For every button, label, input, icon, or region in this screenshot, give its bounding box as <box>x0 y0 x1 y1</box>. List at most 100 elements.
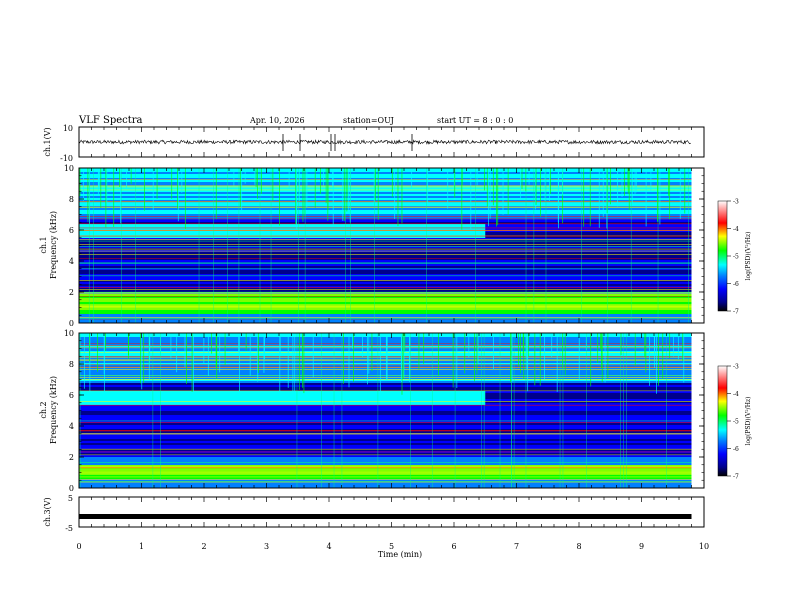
spec-band <box>79 298 692 300</box>
spec-row <box>79 246 704 248</box>
spec-band <box>79 391 486 393</box>
spec-row <box>79 407 704 409</box>
spec2-yaxis: 0 2 4 6 8 10 <box>64 329 704 493</box>
spec-row <box>79 286 704 288</box>
ch1-ytick-top: 10 <box>63 124 73 133</box>
spec-band <box>79 302 692 304</box>
spec-row <box>79 244 704 246</box>
x-tick-label: 5 <box>389 542 394 551</box>
x-tick-labels: 0 1 2 3 4 5 6 7 8 9 10 <box>76 542 709 551</box>
spec-row <box>79 282 704 284</box>
colorbar-tick-label: -6 <box>733 446 739 453</box>
spec-row <box>79 212 704 214</box>
colorbar-tick-label: -5 <box>733 254 739 261</box>
spec-row <box>79 441 704 443</box>
spec-row <box>79 264 704 266</box>
spec-band <box>79 224 486 226</box>
ch1-trace-path <box>78 139 691 145</box>
colorbar-tick-label: -3 <box>733 199 739 206</box>
spec-row <box>79 180 704 182</box>
y-tick-label: 8 <box>69 360 74 369</box>
x-tick-label: 0 <box>76 542 81 551</box>
x-tick-label: 9 <box>639 542 644 551</box>
colorbar1-label: log(PSD)(V²/Hz) <box>745 232 752 281</box>
colorbar-tick-label: -3 <box>733 364 739 371</box>
spec-row <box>79 316 704 318</box>
spec-row <box>79 256 704 258</box>
spec-band <box>79 234 486 236</box>
spec-row <box>79 459 704 461</box>
colorbar2-label: log(PSD)(V²/Hz) <box>745 397 752 446</box>
start-time-label: start UT = 8 : 0 : 0 <box>437 116 513 125</box>
y-tick-label: 4 <box>69 257 74 266</box>
spec-band <box>79 393 486 395</box>
spec-row <box>79 339 704 341</box>
spectrogram-ch1: 0 2 4 6 8 10 ch.1 Frequency (kHz) <box>39 164 705 328</box>
spec-band <box>79 230 486 232</box>
spec-row <box>79 278 704 280</box>
spec-band <box>79 300 692 302</box>
spec-row <box>79 284 704 286</box>
spec-row <box>79 439 704 441</box>
spec-band <box>79 232 486 234</box>
spec-row <box>79 443 704 445</box>
spec-row <box>79 184 704 186</box>
spec-row <box>79 461 704 463</box>
ch3-panel: 5 -5 ch.3(V) <box>43 494 705 533</box>
ch3-ylabel: ch.3(V) <box>43 497 52 526</box>
spec-row <box>79 288 704 290</box>
colorbar-tick-label: -7 <box>733 309 739 316</box>
spec-band <box>79 473 692 475</box>
y-tick-label: 10 <box>64 164 74 173</box>
spec-band <box>79 312 692 314</box>
ch1-trace <box>78 134 691 151</box>
x-tick-label: 3 <box>264 542 269 551</box>
spec-row <box>79 427 704 429</box>
x-tick-marks <box>78 127 705 527</box>
spec-row <box>79 204 704 206</box>
spec-row <box>79 387 704 389</box>
spec-row <box>79 359 704 361</box>
spec-row <box>79 409 704 411</box>
ch1-ylabel: ch.1(V) <box>43 127 52 156</box>
spec-band <box>79 397 486 399</box>
ch3-ytick-top: 5 <box>68 494 73 503</box>
spec-row <box>79 423 704 425</box>
spec-row <box>79 188 704 190</box>
spec-row <box>79 280 704 282</box>
colorbar2-gradient <box>717 365 728 477</box>
spec-row <box>79 363 704 365</box>
colorbar-ch1: -3 -4 -5 -6 -7 log(PSD)(V²/Hz) <box>717 199 752 316</box>
date-label: Apr. 10, 2026 <box>249 116 305 125</box>
spec-row <box>79 270 704 272</box>
spec-row <box>79 276 704 278</box>
spec-row <box>79 174 704 176</box>
spec-row <box>79 413 704 415</box>
spec-row <box>79 314 704 316</box>
spec-row <box>79 435 704 437</box>
spec-row <box>79 202 704 204</box>
x-tick-label: 7 <box>514 542 519 551</box>
spec-row <box>79 371 704 373</box>
spec-row <box>79 220 704 222</box>
spec-row <box>79 421 704 423</box>
colorbar1-ticks: -3 -4 -5 -6 -7 <box>727 199 739 316</box>
spec-row <box>79 260 704 262</box>
spec-band <box>79 310 692 312</box>
ch3-trace <box>79 514 692 519</box>
spec-row <box>79 453 704 455</box>
spec-row <box>79 210 704 212</box>
spec-row <box>79 196 704 198</box>
spec-band <box>79 475 692 477</box>
x-tick-label: 4 <box>326 542 331 551</box>
spec-row <box>79 375 704 377</box>
spec-row <box>79 214 704 216</box>
spec-row <box>79 238 704 240</box>
spec-row <box>79 369 704 371</box>
spec-row <box>79 365 704 367</box>
spec-row <box>79 415 704 417</box>
spec-row <box>79 274 704 276</box>
spec-row <box>79 357 704 359</box>
